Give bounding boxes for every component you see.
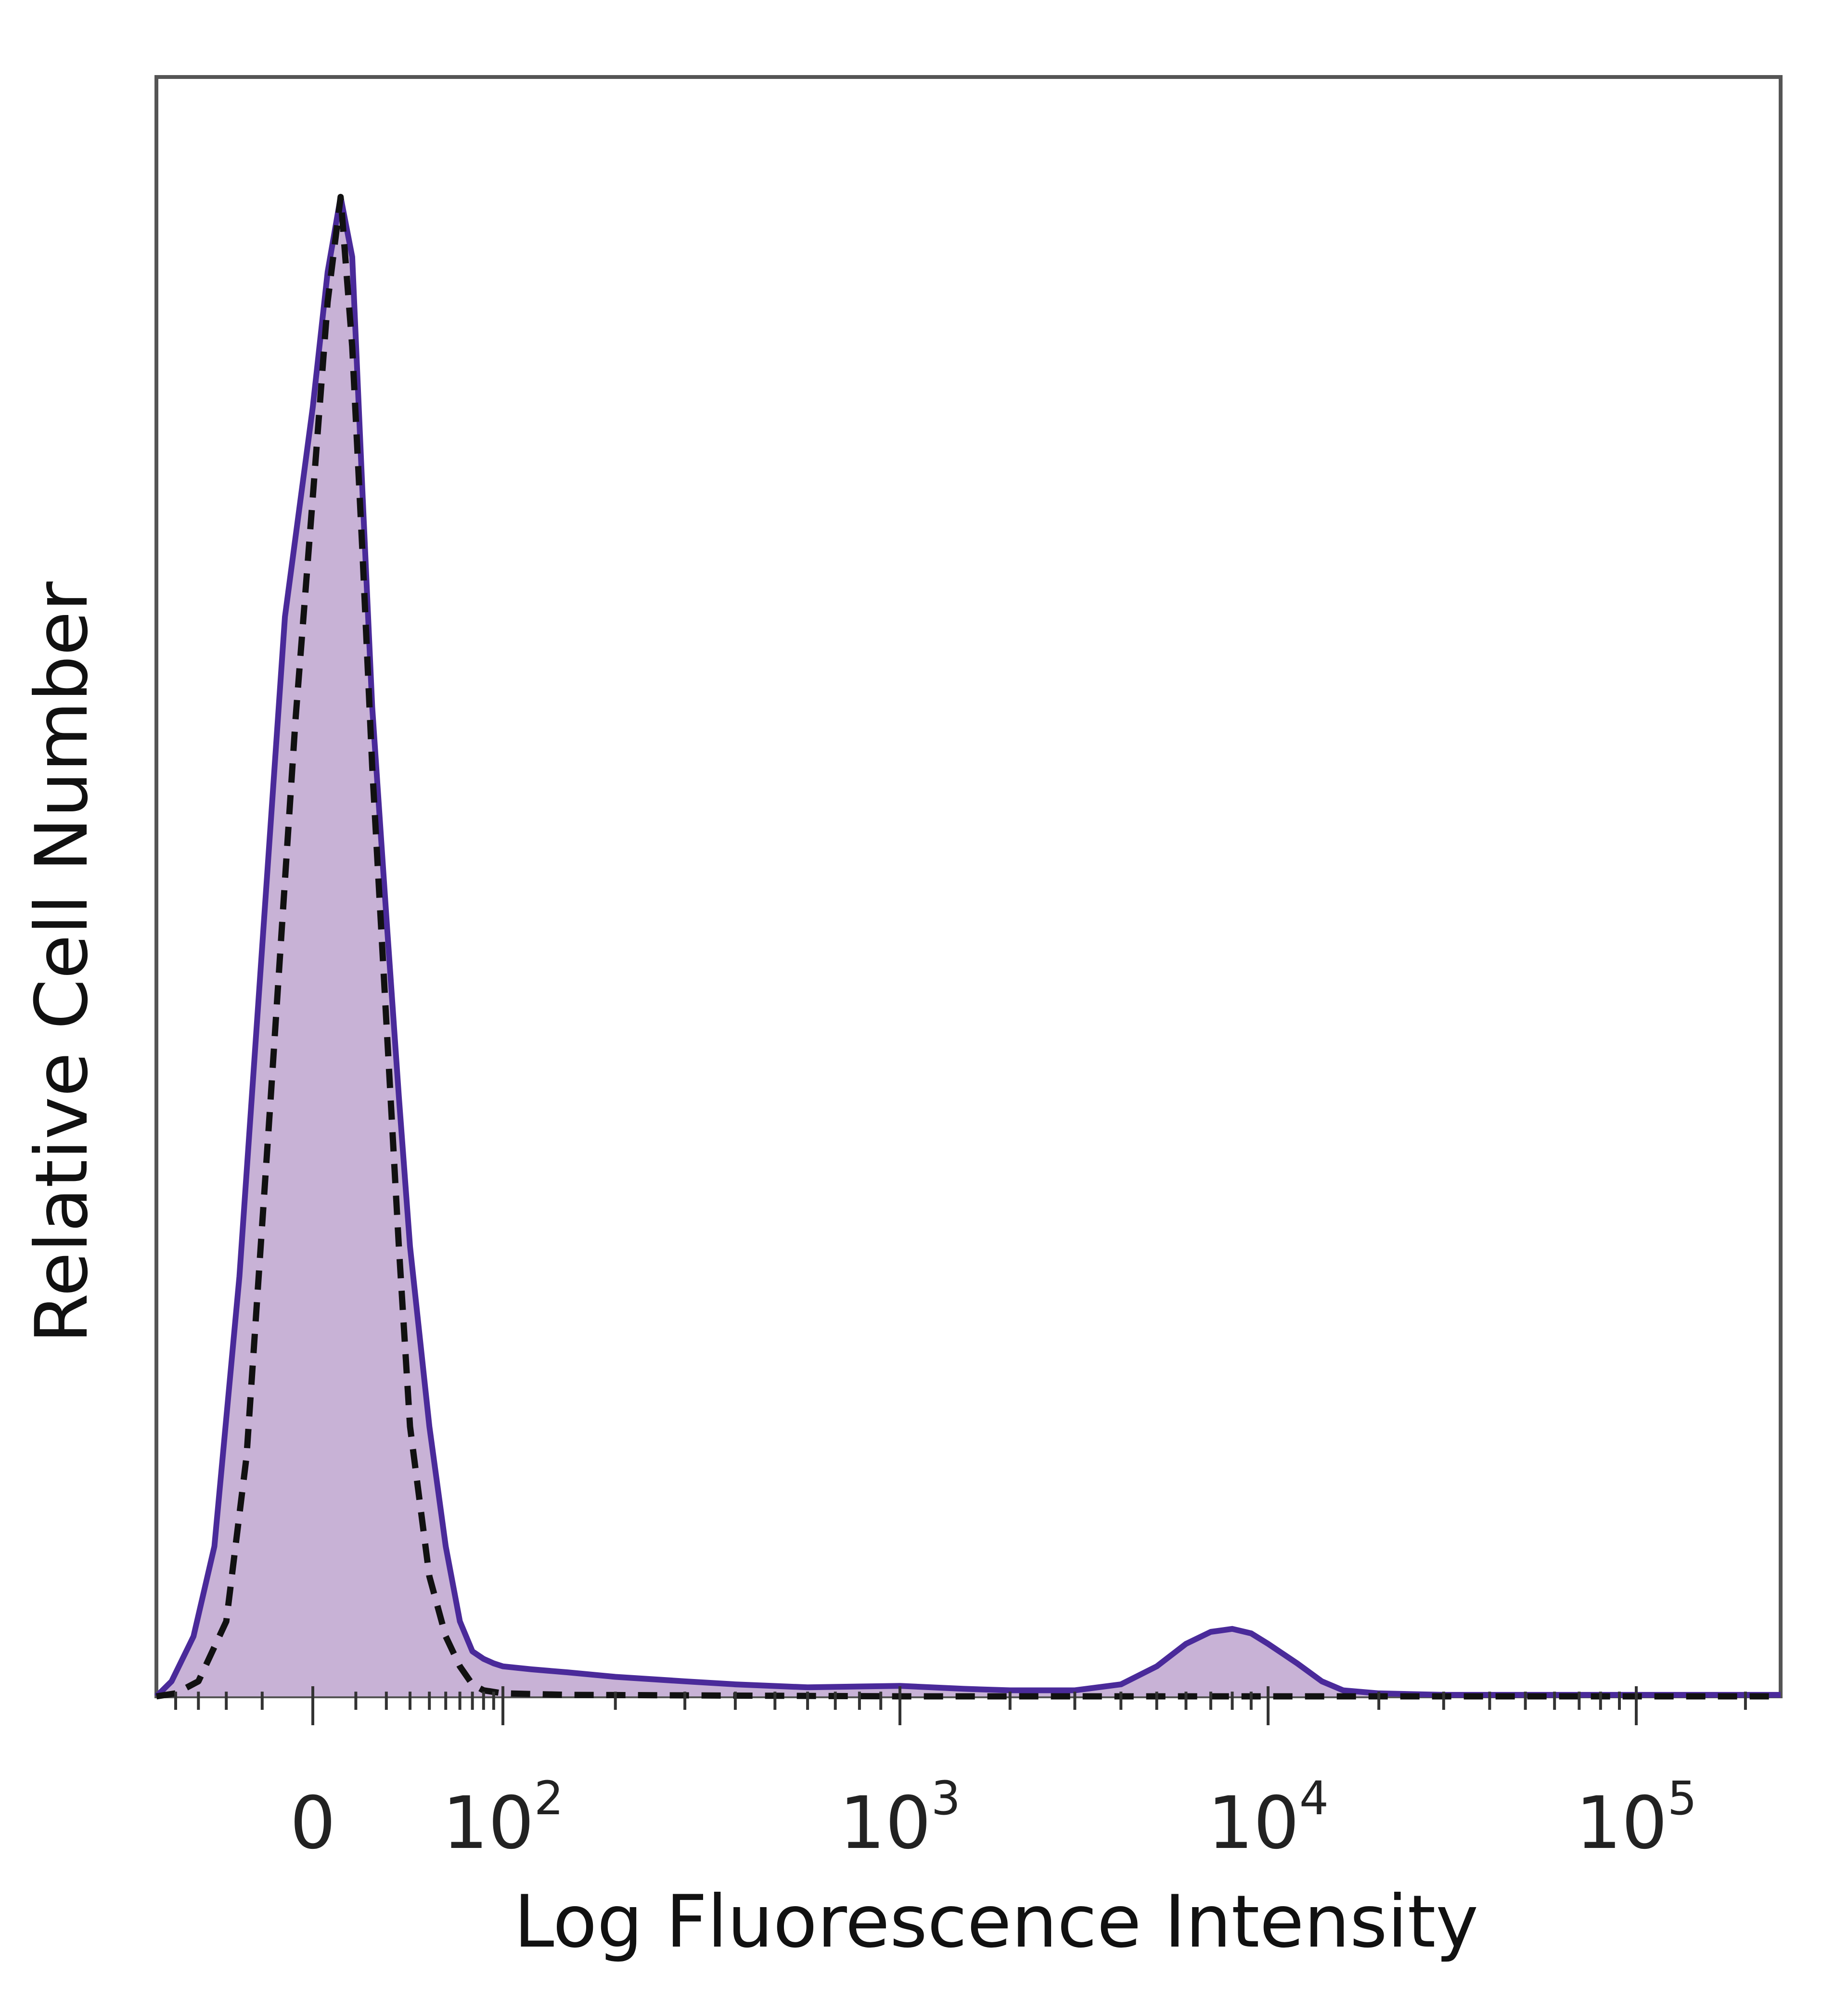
y-axis-label: Relative Cell Number [20,581,104,1344]
x-axis-label: Log Fluorescence Intensity [514,1880,1478,1964]
x-tick-label: 105 [1576,1771,1697,1865]
control-histogram-line [156,193,1781,1700]
x-tick-label: 103 [839,1771,961,1865]
stained-histogram-fill [156,197,1781,1696]
x-axis-ticks [174,1686,1747,1725]
x-tick-label: 104 [1207,1771,1329,1865]
stained-histogram-line [154,194,1781,1699]
x-tick-label: 0 [290,1782,335,1865]
x-tick-label: 102 [442,1771,564,1865]
x-axis-tick-labels: 0 102 103 104 105 [290,1771,1697,1865]
series-layer [154,193,1781,1700]
